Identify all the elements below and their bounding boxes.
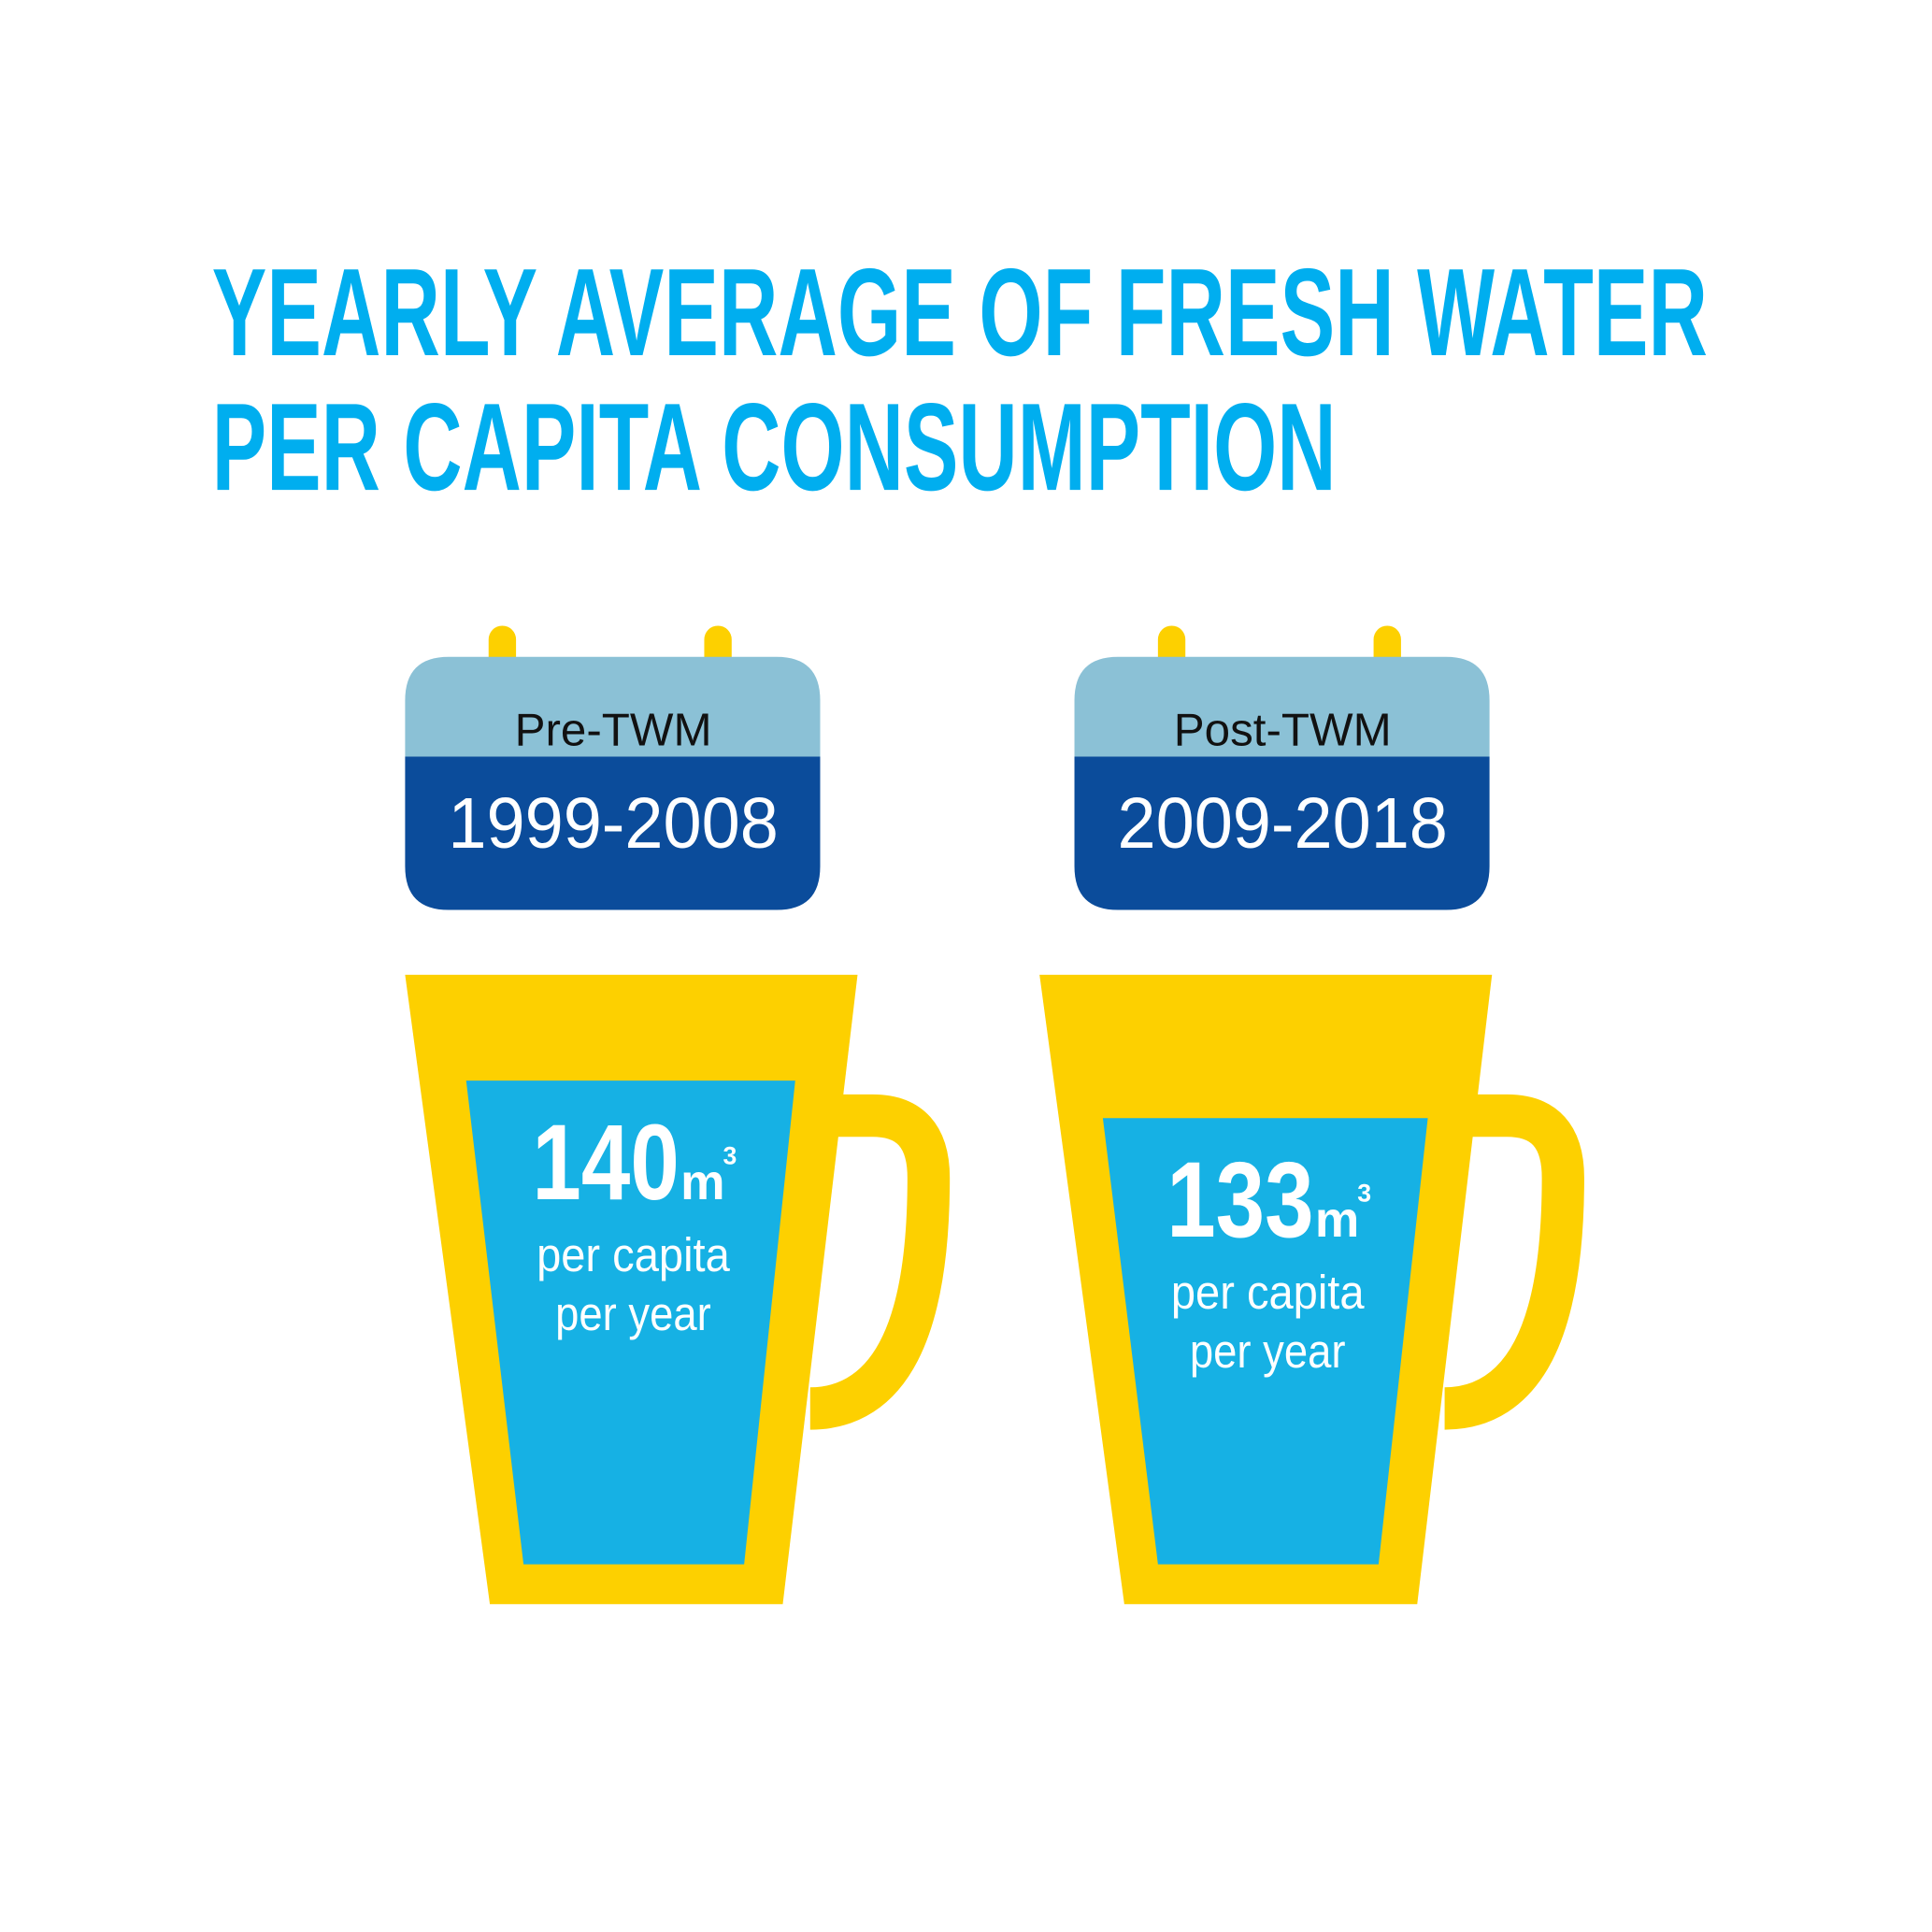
calendar-bottom: [405, 756, 821, 910]
value: 140: [532, 1103, 679, 1223]
calendar-bottom: [1074, 756, 1490, 910]
caption: per year: [1190, 1324, 1346, 1378]
calendar-top: [1074, 656, 1490, 757]
mug-handle: [809, 1094, 951, 1430]
calendar-label: Pre-TWM: [515, 704, 712, 755]
mug-water: [465, 1080, 795, 1565]
mug-handle: [1443, 1094, 1584, 1430]
caption: per capita: [1171, 1266, 1365, 1319]
caption: per capita: [537, 1228, 730, 1281]
value-unit-power: 3: [723, 1142, 737, 1170]
value-unit-power: 3: [1357, 1180, 1371, 1208]
value-unit: m: [1315, 1193, 1359, 1248]
title-line: YEARLY AVERAGE OF FRESH WATER: [212, 243, 1708, 382]
calendar-top: [405, 656, 821, 757]
calendar-label: Post-TWM: [1174, 704, 1392, 755]
calendar-period: 1999-2008: [448, 783, 778, 864]
title-line: PER CAPITA CONSUMPTION: [212, 378, 1337, 517]
value: 133: [1166, 1140, 1313, 1260]
caption: per year: [555, 1287, 711, 1340]
mug-water: [1102, 1118, 1428, 1565]
value-unit: m: [680, 1155, 724, 1210]
calendar-period: 2009-2018: [1118, 783, 1448, 864]
